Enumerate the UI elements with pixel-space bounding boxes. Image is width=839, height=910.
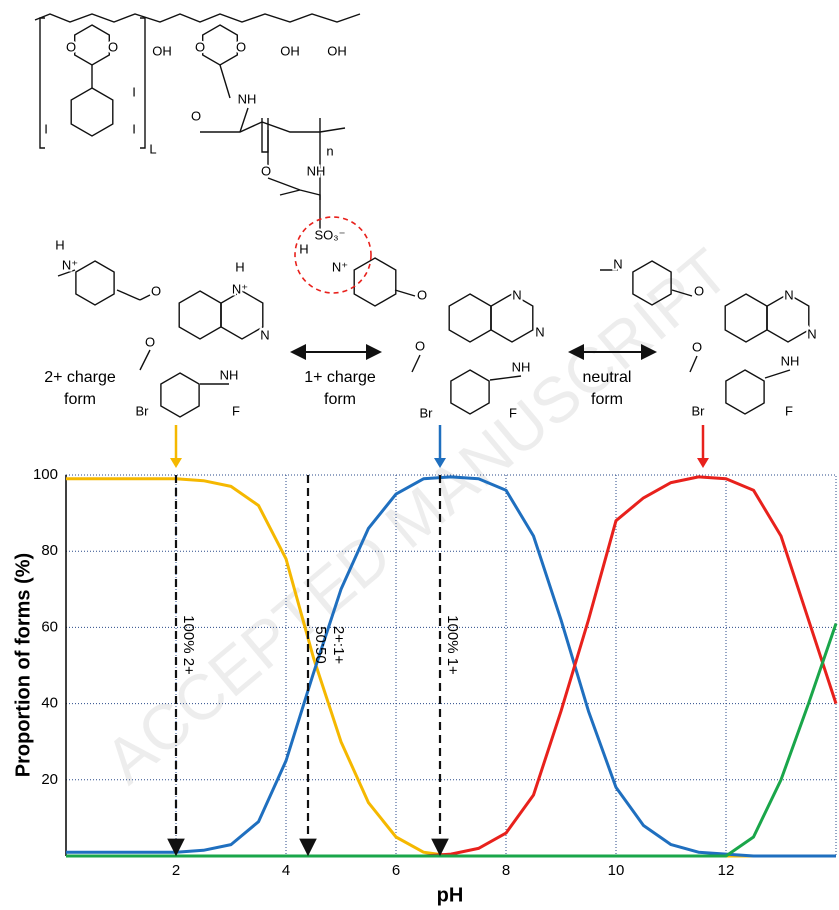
- atom-label: O: [191, 108, 201, 123]
- annotation-label: 50:50: [312, 626, 329, 664]
- y-tick-label: 60: [41, 618, 58, 635]
- atom-label: NH: [512, 359, 531, 374]
- atom-label: F: [785, 403, 793, 418]
- ring: [160, 372, 200, 418]
- form-label: neutral: [583, 369, 632, 386]
- atom-label: SO₃⁻: [315, 227, 346, 242]
- atom-label: I: [132, 84, 136, 99]
- y-tick-label: 40: [41, 695, 58, 712]
- atom-label: OH: [152, 43, 172, 58]
- x-tick-label: 10: [608, 862, 625, 879]
- ring: [450, 369, 490, 415]
- atom-label: OH: [280, 43, 300, 58]
- atom-label: Br: [420, 405, 434, 420]
- form-arrow-head: [170, 458, 182, 468]
- ring: [448, 293, 492, 343]
- form-label: form: [64, 391, 96, 408]
- atom-label: I: [44, 121, 48, 136]
- x-axis-label: pH: [437, 884, 464, 906]
- y-axis-label: Proportion of forms (%): [12, 553, 34, 777]
- atom-label: O: [261, 163, 271, 178]
- atom-label: NH: [307, 163, 326, 178]
- atom-label: O: [145, 334, 155, 349]
- atom-label: O: [692, 339, 702, 354]
- atom-label: Br: [136, 403, 150, 418]
- form-arrow-head: [697, 458, 709, 468]
- highlight-circle: [294, 216, 372, 294]
- annotation-label: 100% 2+: [180, 615, 197, 675]
- form-arrow-head: [434, 458, 446, 468]
- atom-label: N: [613, 256, 622, 271]
- atom-label: O: [417, 287, 427, 302]
- ring: [178, 290, 222, 340]
- atom-label: F: [509, 405, 517, 420]
- atom-label: n: [326, 143, 333, 158]
- y-tick-label: 20: [41, 771, 58, 788]
- atom-label: O: [151, 283, 161, 298]
- ring: [220, 290, 264, 340]
- atom-label: N: [807, 326, 816, 341]
- atom-label: N: [784, 287, 793, 302]
- y-tick-label: 80: [41, 542, 58, 559]
- atom-label: O: [66, 39, 76, 54]
- ring: [70, 87, 114, 137]
- x-tick-label: 8: [502, 862, 510, 879]
- x-tick-label: 2: [172, 862, 180, 879]
- watermark: ACCEPTED MANUSCRIPT: [91, 235, 742, 798]
- atom-label: H: [299, 241, 308, 256]
- atom-label: N⁺: [62, 257, 78, 272]
- atom-label: H: [235, 259, 244, 274]
- atom-label: N: [260, 327, 269, 342]
- atom-label: NH: [781, 353, 800, 368]
- x-tick-label: 12: [718, 862, 735, 879]
- y-tick-label: 100: [33, 466, 58, 483]
- form-label: 1+ charge: [304, 369, 376, 386]
- atom-label: O: [694, 283, 704, 298]
- atom-label: F: [232, 403, 240, 418]
- ring: [725, 369, 765, 415]
- x-tick-label: 6: [392, 862, 400, 879]
- atom-label: N⁺: [232, 281, 248, 296]
- atom-label: NH: [220, 367, 239, 382]
- ring: [75, 260, 115, 306]
- chemical-bonds: [34, 13, 810, 418]
- annotation-label: 2+:1+: [330, 626, 347, 665]
- atom-label: N: [512, 287, 521, 302]
- form-label: 2+ charge: [44, 369, 116, 386]
- atom-label: O: [108, 39, 118, 54]
- x-tick-label: 4: [282, 862, 290, 879]
- ring: [353, 257, 397, 307]
- atom-label: I: [132, 121, 136, 136]
- atom-label: N⁺: [332, 259, 348, 274]
- ring: [766, 293, 810, 343]
- ring: [73, 24, 111, 66]
- ring: [201, 24, 239, 66]
- series-line: [66, 475, 836, 858]
- ring: [724, 293, 768, 343]
- atom-label: NH: [238, 91, 257, 106]
- atom-label: H: [55, 237, 64, 252]
- annotation-label: 100% 1+: [444, 615, 461, 675]
- form-label: form: [324, 391, 356, 408]
- atom-label: N: [535, 324, 544, 339]
- form-label: form: [591, 391, 623, 408]
- series-line: [66, 623, 838, 858]
- atom-label: L: [149, 141, 156, 156]
- ring: [632, 260, 672, 306]
- atom-label: Br: [692, 403, 706, 418]
- atom-label: O: [415, 338, 425, 353]
- ring: [490, 293, 534, 343]
- atom-label: OH: [327, 43, 347, 58]
- atom-label: O: [236, 39, 246, 54]
- atom-label: O: [195, 39, 205, 54]
